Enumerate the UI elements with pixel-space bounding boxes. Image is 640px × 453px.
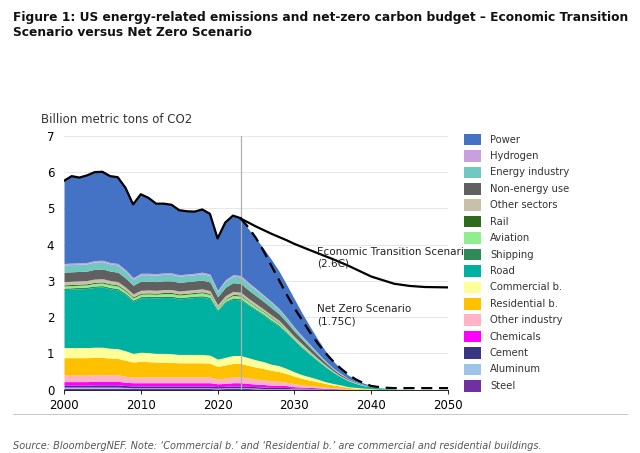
Bar	[464, 364, 481, 375]
Bar	[464, 347, 481, 359]
Text: Economic Transition Scenario
(2.6C): Economic Transition Scenario (2.6C)	[317, 246, 470, 268]
Bar	[464, 380, 481, 392]
Text: Power: Power	[490, 135, 520, 145]
Text: Road: Road	[490, 266, 515, 276]
Bar	[464, 199, 481, 211]
Bar	[464, 134, 481, 145]
Text: Chemicals: Chemicals	[490, 332, 541, 342]
Text: Source: BloombergNEF. Note: ‘Commercial b.’ and ‘Residential b.’ are commercial : Source: BloombergNEF. Note: ‘Commercial …	[13, 441, 541, 451]
Bar	[464, 232, 481, 244]
Bar	[464, 331, 481, 342]
Bar	[464, 265, 481, 277]
Text: Figure 1: US energy-related emissions and net-zero carbon budget – Economic Tran: Figure 1: US energy-related emissions an…	[13, 11, 628, 39]
Text: Residential b.: Residential b.	[490, 299, 558, 309]
Text: Aluminum: Aluminum	[490, 365, 541, 375]
Text: Energy industry: Energy industry	[490, 168, 569, 178]
Text: Net Zero Scenario
(1.75C): Net Zero Scenario (1.75C)	[317, 304, 412, 326]
Text: Billion metric tons of CO2: Billion metric tons of CO2	[41, 113, 192, 126]
Text: Shipping: Shipping	[490, 250, 534, 260]
Text: Other industry: Other industry	[490, 315, 563, 325]
Bar	[464, 282, 481, 293]
Text: Steel: Steel	[490, 381, 515, 391]
Bar	[464, 314, 481, 326]
Text: Hydrogen: Hydrogen	[490, 151, 538, 161]
Text: Aviation: Aviation	[490, 233, 530, 243]
Text: Cement: Cement	[490, 348, 529, 358]
Text: Commercial b.: Commercial b.	[490, 282, 562, 292]
Bar	[464, 216, 481, 227]
Text: Non-energy use: Non-energy use	[490, 184, 569, 194]
Bar	[464, 249, 481, 260]
Text: Other sectors: Other sectors	[490, 200, 557, 210]
Text: Rail: Rail	[490, 217, 508, 226]
Bar	[464, 150, 481, 162]
Bar	[464, 298, 481, 309]
Bar	[464, 183, 481, 195]
Bar	[464, 167, 481, 178]
